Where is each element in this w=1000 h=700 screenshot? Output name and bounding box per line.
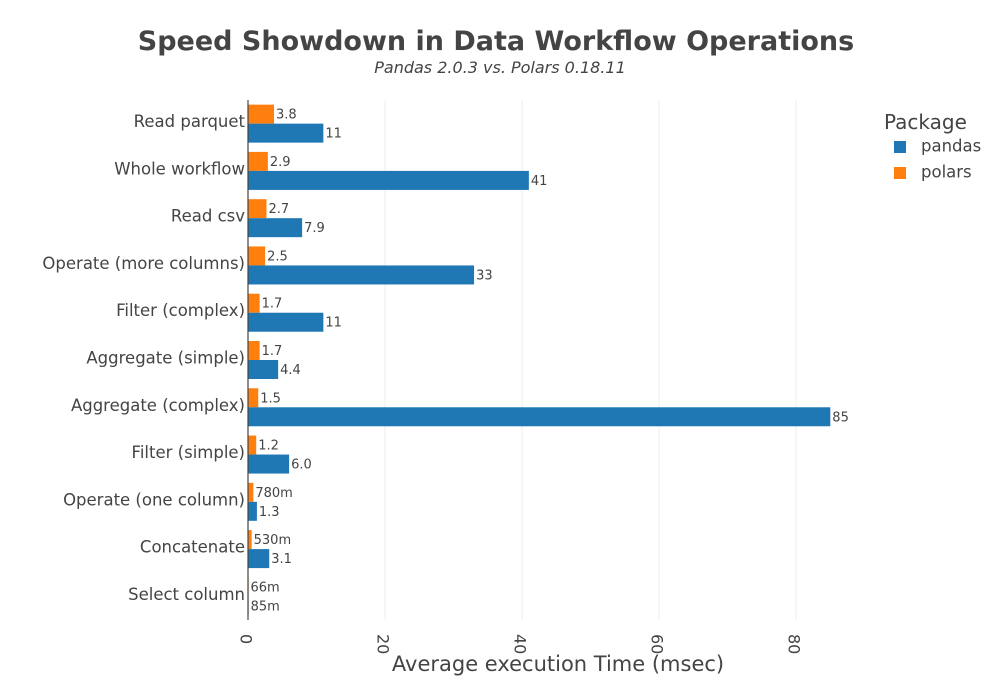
category-label: Select column xyxy=(128,585,245,604)
pandas-value-label: 11 xyxy=(325,316,342,331)
polars-bar xyxy=(248,246,266,266)
data-labels: 3.8 11 2.9 41 2.7 7.9 2.5 33 1.7 11 1.7 4.4 1.5 85 1.2… xyxy=(250,108,848,615)
pandas-value-label: 7.9 xyxy=(304,221,325,236)
pandas-bar xyxy=(248,265,475,285)
category-label: Concatenate xyxy=(140,538,245,557)
pandas-value-label: 41 xyxy=(531,174,548,189)
pandas-value-label: 1.3 xyxy=(259,505,280,520)
polars-value-label: 1.7 xyxy=(262,344,283,359)
polars-bar xyxy=(248,293,260,313)
pandas-legend-label: pandas xyxy=(921,137,981,156)
polars-bar xyxy=(248,151,268,171)
pandas-value-label: 85m xyxy=(251,599,280,614)
pandas-bar xyxy=(248,170,529,190)
polars-bar xyxy=(248,388,259,408)
x-tick-label: 60 xyxy=(648,634,667,654)
legend-title: Package xyxy=(884,110,967,134)
x-axis-title: Average execution Time (msec) xyxy=(392,652,724,676)
pandas-bar xyxy=(248,312,324,332)
pandas-value-label: 4.4 xyxy=(280,363,301,378)
pandas-value-label: 11 xyxy=(325,127,342,142)
category-label: Aggregate (simple) xyxy=(86,349,245,368)
x-tick-label: 0 xyxy=(237,634,256,644)
polars-value-label: 3.8 xyxy=(276,108,297,123)
chart-title: Speed Showdown in Data Workflow Operatio… xyxy=(138,26,854,57)
pandas-bar xyxy=(248,501,257,521)
legend: Package pandas polars xyxy=(884,110,981,182)
polars-bar xyxy=(248,435,257,455)
category-label: Filter (complex) xyxy=(116,301,245,320)
pandas-bar xyxy=(248,407,831,427)
pandas-value-label: 33 xyxy=(476,268,493,283)
pandas-bar xyxy=(248,454,290,474)
polars-value-label: 1.2 xyxy=(258,439,279,454)
pandas-bar xyxy=(248,549,270,569)
pandas-value-label: 6.0 xyxy=(291,458,312,473)
category-label: Operate (more columns) xyxy=(42,254,245,273)
category-label: Operate (one column) xyxy=(63,490,245,509)
polars-legend-label: polars xyxy=(921,163,972,182)
polars-value-label: 2.9 xyxy=(270,155,291,170)
pandas-legend-swatch xyxy=(894,141,906,153)
polars-value-label: 780m xyxy=(255,486,292,501)
polars-value-label: 2.5 xyxy=(267,249,288,264)
polars-bar xyxy=(248,341,260,360)
category-label: Whole workflow xyxy=(114,159,245,178)
bars xyxy=(248,104,831,616)
polars-value-label: 1.7 xyxy=(262,297,283,312)
chart-subtitle: Pandas 2.0.3 vs. Polars 0.18.11 xyxy=(374,58,626,77)
category-label: Read csv xyxy=(171,207,245,226)
pandas-bar xyxy=(248,123,324,143)
polars-legend-swatch xyxy=(894,167,906,179)
polars-value-label: 530m xyxy=(254,533,291,548)
x-tick-label: 40 xyxy=(511,634,530,654)
polars-bar xyxy=(248,199,267,219)
polars-bar xyxy=(248,482,254,502)
category-label: Filter (simple) xyxy=(132,443,245,462)
x-tick-label: 20 xyxy=(374,634,393,654)
pandas-value-label: 85 xyxy=(832,410,849,425)
category-label: Read parquet xyxy=(134,112,246,131)
category-labels: Read parquet Whole workflow Read csv Operat… xyxy=(42,112,245,604)
category-label: Aggregate (complex) xyxy=(71,396,245,415)
legend-items: pandas polars xyxy=(894,137,981,182)
x-tick-labels: 0 20 40 60 80 xyxy=(237,634,804,654)
pandas-bar xyxy=(248,360,279,379)
polars-bar xyxy=(248,104,275,124)
polars-value-label: 1.5 xyxy=(260,391,281,406)
polars-value-label: 66m xyxy=(250,580,279,595)
x-tick-label: 80 xyxy=(785,634,804,654)
polars-bar xyxy=(248,530,252,550)
pandas-value-label: 3.1 xyxy=(271,552,292,567)
pandas-bar xyxy=(248,218,303,238)
polars-value-label: 2.7 xyxy=(268,202,289,217)
